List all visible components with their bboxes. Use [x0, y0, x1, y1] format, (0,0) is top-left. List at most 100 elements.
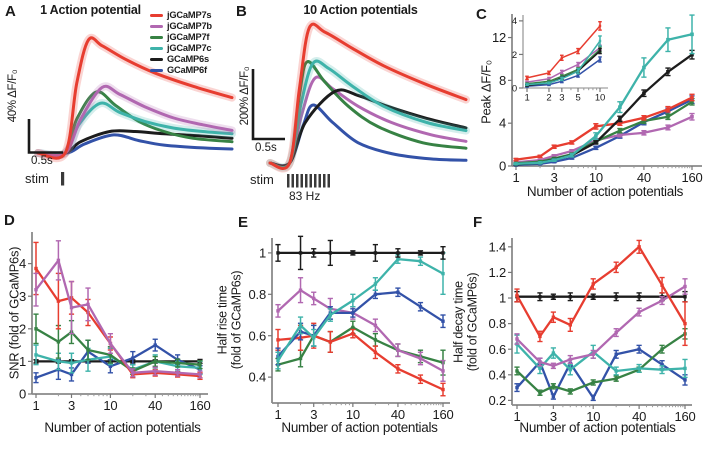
- x-tick-label: 2: [546, 93, 551, 104]
- panel-c-xlabel: Number of action potentials: [526, 184, 684, 199]
- marker-jGCaMP7s: [441, 387, 445, 392]
- marker-jGCaMP7s: [666, 107, 670, 112]
- marker-jGCaMP7c: [576, 70, 580, 73]
- marker-jGCaMP7b: [618, 133, 622, 137]
- stim-tick: [291, 174, 294, 188]
- marker-jGCaMP7s: [34, 266, 38, 271]
- marker-jGCaMP7f: [175, 361, 180, 365]
- series-line-GCaMP6f: [277, 291, 444, 358]
- x-tick-label: 10: [103, 398, 117, 413]
- x-tick-label: 40: [632, 409, 646, 424]
- marker-GCaMP6f: [570, 156, 574, 160]
- legend-item-gcamp6f: GCaMP6f: [150, 65, 212, 76]
- series-line-jGCaMP7c: [526, 40, 601, 86]
- marker-jGCaMP7s: [525, 76, 529, 80]
- marker-jGCaMP7b: [198, 372, 202, 377]
- marker-GCaMP6f: [69, 372, 74, 377]
- marker-jGCaMP7c: [570, 153, 574, 158]
- scale-bar: [27, 119, 63, 154]
- marker-GCaMP6f: [614, 352, 618, 357]
- x-tick-label: 3: [559, 93, 564, 104]
- marker-GCaMP6s: [373, 251, 378, 255]
- x-tick-label: 3: [68, 398, 75, 413]
- panel-f-ylabel: Half decay time (fold of GCaMP6s): [451, 272, 480, 372]
- marker-GCaMP6f: [637, 347, 641, 351]
- marker-jGCaMP7b: [298, 288, 303, 292]
- y-tick-label: 12: [492, 30, 506, 45]
- marker-GCaMP6f: [576, 74, 580, 77]
- marker-jGCaMP7b: [591, 352, 595, 357]
- stim-tick: [287, 174, 290, 188]
- marker-jGCaMP7c: [660, 367, 664, 372]
- marker-jGCaMP7c: [690, 32, 694, 37]
- marker-GCaMP6s: [591, 295, 595, 299]
- marker-GCaMP6s: [551, 295, 556, 299]
- marker-jGCaMP7s: [642, 116, 646, 120]
- marker-jGCaMP7f: [666, 114, 670, 119]
- marker-jGCaMP7b: [568, 357, 572, 362]
- panel-f-ylabel-line1: Half decay time: [451, 281, 466, 363]
- stim-tick: [327, 174, 330, 188]
- marker-jGCaMP7c: [34, 353, 38, 357]
- marker-jGCaMP7f: [568, 389, 572, 394]
- legend-label: jGCaMP7c: [167, 43, 212, 53]
- x-tick-label: 160: [432, 407, 453, 422]
- y-tick-label: 1: [259, 245, 266, 260]
- y-tick-label: 0: [19, 387, 26, 402]
- legend-swatch-jgcamp7f: [150, 36, 163, 39]
- marker-jGCaMP7c: [547, 81, 551, 85]
- x-tick-label: 1: [32, 398, 39, 413]
- panel-d-xlabel: Number of action potentials: [44, 420, 201, 435]
- marker-jGCaMP7f: [351, 325, 355, 330]
- marker-GCaMP6f: [34, 376, 38, 380]
- x-tick-label: 3: [551, 170, 558, 185]
- marker-GCaMP6s: [418, 251, 423, 255]
- y-tick-label: 0.4: [249, 370, 266, 385]
- marker-GCaMP6f: [153, 343, 157, 347]
- stim-tick: [314, 174, 317, 188]
- marker-GCaMP6f: [560, 80, 564, 83]
- marker-jGCaMP7b: [153, 369, 157, 373]
- marker-GCaMP6s: [351, 251, 355, 255]
- panel-f-ylabel-line2: (fold of GCaMP6s): [465, 272, 479, 372]
- x-tick-label: 1: [274, 407, 281, 422]
- marker-GCaMP6s: [666, 70, 670, 74]
- trace-jGCaMP7s: [36, 36, 234, 160]
- y-tick-label: 3: [19, 289, 26, 304]
- y-tick-label: 1.4: [489, 239, 506, 254]
- marker-jGCaMP7c: [69, 361, 74, 365]
- marker-jGCaMP7c: [538, 160, 542, 165]
- marker-jGCaMP7s: [276, 338, 280, 342]
- scale-bar: [251, 69, 285, 141]
- marker-jGCaMP7b: [441, 369, 445, 373]
- panel-e-letter: E: [238, 214, 249, 231]
- marker-jGCaMP7c: [328, 313, 333, 317]
- y-tick-label: 0.4: [489, 367, 506, 382]
- x-tick-label: 10: [346, 407, 360, 422]
- panel-d-ylabel: SNR (fold of GCaMP6s): [6, 246, 22, 380]
- marker-GCaMP6f: [131, 356, 135, 360]
- marker-jGCaMP7c: [276, 358, 280, 363]
- marker-GCaMP6s: [614, 295, 618, 299]
- panel-c-ylabel: Peak ΔF/F₀: [478, 60, 494, 124]
- marker-jGCaMP7b: [56, 258, 61, 263]
- panel-b-timescale-label: 0.5s: [255, 142, 277, 154]
- marker-GCaMP6f: [683, 378, 687, 382]
- y-tick-label: 2: [19, 321, 26, 336]
- marker-GCaMP6f: [591, 396, 595, 400]
- marker-GCaMP6s: [568, 295, 572, 299]
- marker-jGCaMP7b: [552, 154, 556, 158]
- marker-jGCaMP7f: [86, 348, 90, 352]
- marker-GCaMP6s: [598, 49, 602, 53]
- legend-label: GCaMP6f: [167, 65, 207, 75]
- x-tick-label: 40: [637, 170, 651, 185]
- marker-jGCaMP7s: [351, 331, 355, 336]
- marker-jGCaMP7s: [660, 283, 664, 287]
- y-tick-label: 4: [19, 256, 26, 271]
- marker-jGCaMP7c: [298, 323, 303, 328]
- marker-jGCaMP7b: [538, 360, 542, 364]
- panel-a-stim-label: stim: [25, 171, 49, 186]
- x-tick-label: 40: [391, 407, 405, 422]
